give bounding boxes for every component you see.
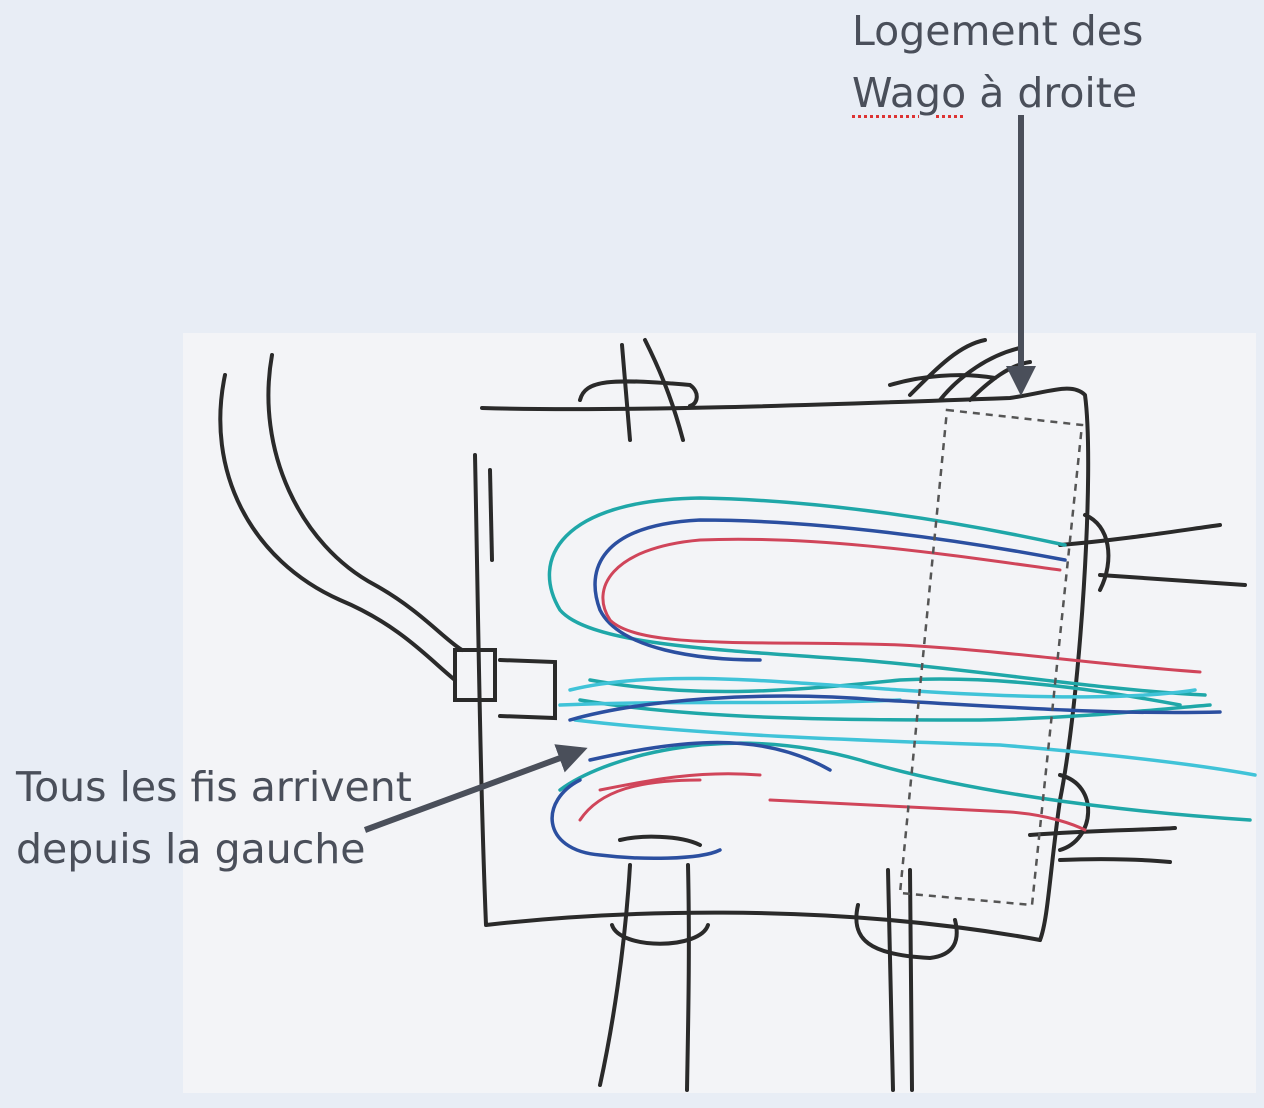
wires-annotation-line2: depuis la gauche — [16, 825, 366, 873]
wago-annotation-line1: Logement des — [852, 7, 1144, 55]
wires-annotation: Tous les fis arrivent depuis la gauche — [16, 756, 412, 880]
bottom-glands — [598, 834, 959, 1092]
wires-blue — [550, 518, 1222, 861]
top-glands — [578, 338, 1032, 442]
wires-cyan — [558, 676, 1257, 777]
right-glands — [1028, 513, 1247, 864]
wago-word: Wago — [852, 69, 967, 117]
arrow-to-wires — [363, 744, 588, 833]
wires-red — [578, 537, 1202, 832]
wago-annotation-rest: à droite — [966, 69, 1138, 117]
wires-teal — [547, 496, 1252, 822]
wires-annotation-line1: Tous les fis arrivent — [16, 763, 412, 811]
wago-annotation: Logement des Wago à droite — [852, 0, 1143, 124]
wago-annotation-line2: Wago à droite — [852, 62, 1143, 124]
junction-box — [473, 386, 1091, 942]
left-conduit — [218, 353, 557, 721]
wago-housing-outline — [898, 408, 1084, 907]
